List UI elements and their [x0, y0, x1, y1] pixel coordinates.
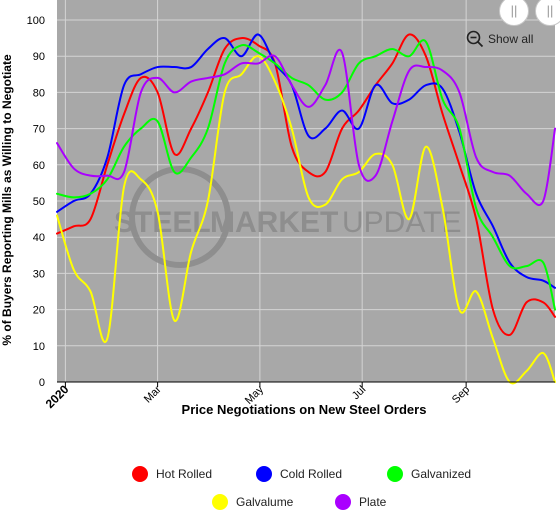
legend-item-cold-rolled[interactable]: Cold Rolled — [256, 466, 342, 482]
legend-item-galvanized[interactable]: Galvanized — [387, 466, 471, 482]
show-all-label: Show all — [488, 32, 534, 46]
zoom-out-icon — [466, 30, 484, 48]
legend-marker-hot-rolled — [132, 466, 148, 482]
legend-marker-galvanized — [387, 466, 403, 482]
legend-label-galvanized: Galvanized — [411, 467, 472, 481]
legend-item-plate[interactable]: Plate — [335, 494, 386, 510]
x-tick-label: Sep — [450, 384, 472, 406]
show-all-button[interactable]: Show all — [466, 30, 533, 48]
legend-item-galvalume[interactable]: Galvalume — [212, 494, 293, 510]
y-tick-label: 100 — [27, 15, 45, 27]
legend-item-hot-rolled[interactable]: Hot Rolled — [132, 466, 212, 482]
y-tick-label: 0 — [39, 377, 45, 389]
legend-label-hot-rolled: Hot Rolled — [156, 467, 213, 481]
x-tick-label: Jul — [350, 384, 368, 402]
y-tick-label: 40 — [33, 232, 45, 244]
y-tick-label: 90 — [33, 51, 45, 63]
series-layer — [56, 33, 556, 385]
watermark-market: MARKET — [210, 206, 338, 239]
scroll-right-button[interactable]: || — [535, 0, 560, 26]
series-line-galvalume[interactable] — [56, 55, 556, 385]
legend-marker-cold-rolled — [256, 466, 272, 482]
legend-label-cold-rolled: Cold Rolled — [280, 467, 343, 481]
x-tick-label: 2020 — [43, 382, 72, 411]
legend-marker-plate — [335, 494, 351, 510]
x-tick-label: Mar — [142, 383, 164, 405]
legend-label-galvalume: Galvalume — [236, 495, 294, 509]
series-line-galvanized[interactable] — [56, 39, 556, 311]
x-axis-title: Price Negotiations on New Steel Orders — [182, 402, 427, 417]
y-axis-title: % of Buyers Reporting Mills as Willing t… — [0, 54, 14, 346]
y-tick-label: 60 — [33, 160, 45, 172]
series-line-cold-rolled[interactable] — [56, 33, 556, 289]
series-line-plate[interactable] — [56, 48, 556, 207]
watermark-logo — [129, 166, 231, 268]
scroll-left-button[interactable]: || — [499, 0, 529, 26]
watermark-update: UPDATE — [342, 206, 461, 239]
series-line-hot-rolled[interactable] — [56, 33, 556, 336]
legend-label-plate: Plate — [359, 495, 387, 509]
y-tick-label: 10 — [33, 341, 45, 353]
y-tick-label: 70 — [33, 124, 45, 136]
watermark: STEEL MARKET UPDATE — [114, 166, 461, 268]
y-tick-label: 50 — [33, 196, 45, 208]
watermark-steel: STEEL — [114, 206, 211, 239]
y-tick-label: 30 — [33, 268, 45, 280]
y-tick-label: 80 — [33, 87, 45, 99]
y-tick-label: 20 — [33, 305, 45, 317]
legend-marker-galvalume — [212, 494, 228, 510]
